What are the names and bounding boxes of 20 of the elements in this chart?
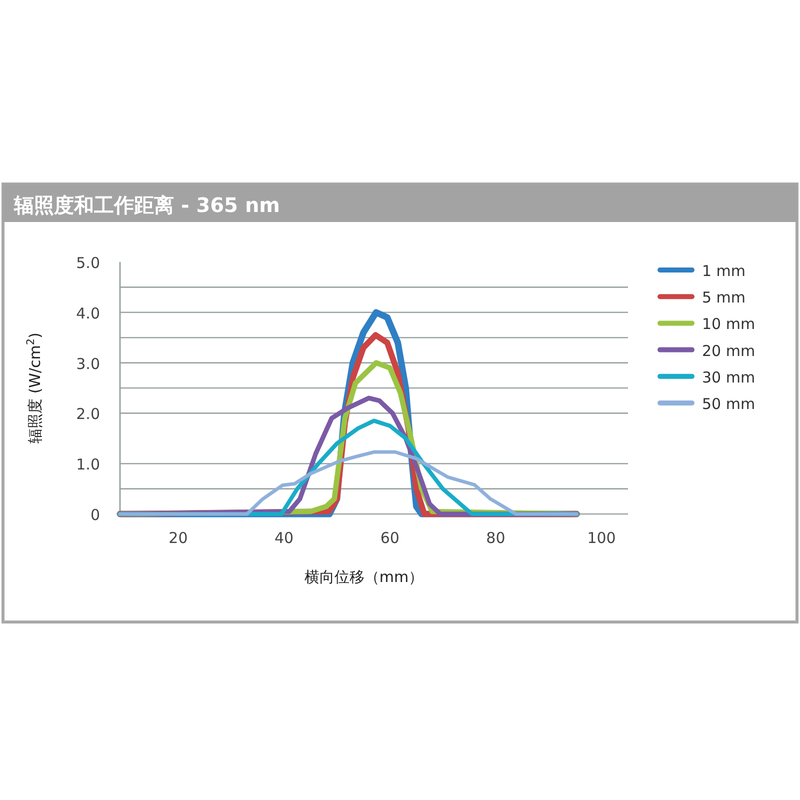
legend-label: 50 mm xyxy=(702,395,756,413)
x-tick-label: 20 xyxy=(168,529,188,547)
x-tick-label: 100 xyxy=(587,529,616,547)
x-tick-label: 60 xyxy=(380,529,400,547)
x-axis-title: 横向位移（mm） xyxy=(304,568,424,586)
x-tick-label: 40 xyxy=(274,529,294,547)
y-tick-label: 0 xyxy=(90,506,100,524)
legend-label: 1 mm xyxy=(702,262,746,280)
y-tick-label: 4.0 xyxy=(76,304,100,322)
chart-title: 辐照度和工作距离 - 365 nm xyxy=(13,193,280,217)
y-tick-label: 3.0 xyxy=(76,354,100,373)
y-tick-label: 5.0 xyxy=(76,254,100,272)
legend-label: 30 mm xyxy=(702,368,756,386)
x-tick-label: 80 xyxy=(486,529,506,547)
legend-label: 20 mm xyxy=(702,342,756,360)
legend-label: 5 mm xyxy=(702,288,746,307)
y-tick-label: 2.0 xyxy=(76,405,100,424)
legend-label: 10 mm xyxy=(702,315,756,334)
y-tick-label: 1.0 xyxy=(76,456,100,474)
line-series xyxy=(118,450,578,516)
